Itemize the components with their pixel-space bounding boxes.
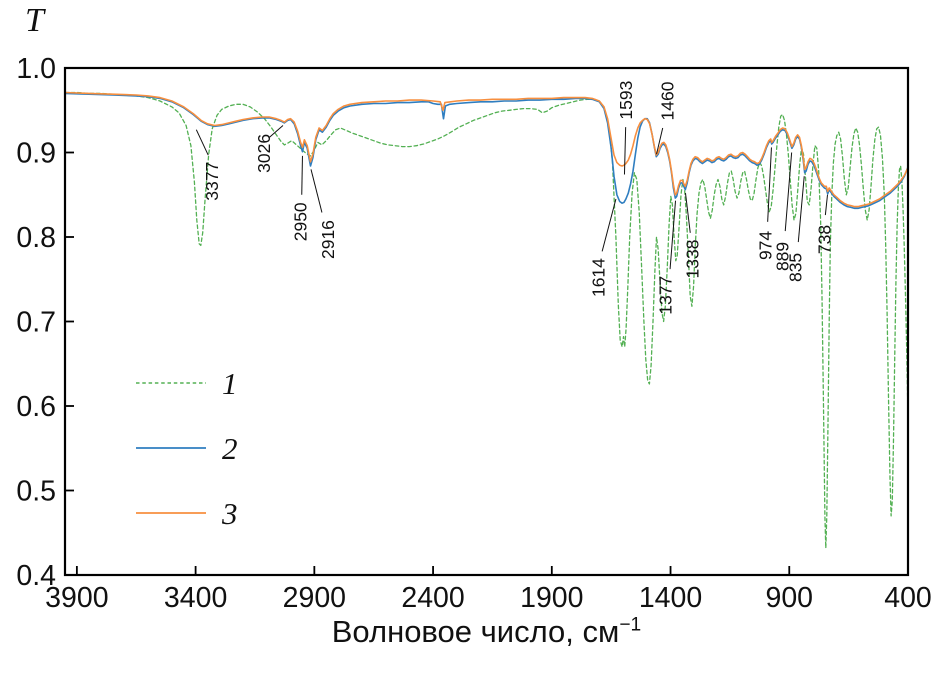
annotation-line-2950 <box>301 155 303 195</box>
annotation-label-1614: 1614 <box>589 258 609 297</box>
x-axis-label-text: Волновое число, см <box>331 614 620 649</box>
annotation-line-3377 <box>195 129 209 156</box>
annotation-label-1593: 1593 <box>616 81 636 120</box>
annotation-line-889 <box>784 152 793 232</box>
annotation-label-2916: 2916 <box>318 220 338 259</box>
x-tick-label: 1400 <box>639 582 702 614</box>
legend-label-3: 3 <box>221 496 238 531</box>
x-tick-label: 3400 <box>164 582 227 614</box>
x-axis-label-superscript: −1 <box>619 614 642 636</box>
legend-label-1: 1 <box>222 366 238 401</box>
y-axis-title: T <box>25 2 44 39</box>
annotation-line-1377 <box>669 200 677 270</box>
annotation-line-1460 <box>656 127 664 155</box>
annotation-label-738: 738 <box>815 225 835 254</box>
x-tick-label: 900 <box>765 582 813 614</box>
y-tick-label: 0.6 <box>16 391 56 423</box>
annotation-label-3026: 3026 <box>254 134 274 173</box>
x-axis-label: Волновое число, см−1 <box>65 614 908 650</box>
annotation-label-1377: 1377 <box>656 276 676 315</box>
annotation-line-974 <box>767 147 772 222</box>
y-tick-label: 0.9 <box>16 138 56 170</box>
annotation-label-3377: 3377 <box>202 162 222 201</box>
annotation-line-738 <box>824 194 828 216</box>
annotation-label-889: 889 <box>772 242 792 271</box>
x-tick-label: 3900 <box>45 582 108 614</box>
annotation-label-2950: 2950 <box>291 202 311 241</box>
annotation-line-1593 <box>623 127 627 175</box>
annotation-line-2916 <box>310 169 323 213</box>
annotation-line-835 <box>797 176 805 243</box>
annotation-label-974: 974 <box>755 231 775 260</box>
x-tick-label: 1900 <box>520 582 583 614</box>
y-tick-label: 0.4 <box>16 560 56 592</box>
annotation-line-3026 <box>268 125 284 139</box>
spectrum-curve-3 <box>64 91 909 208</box>
y-tick-label: 0.5 <box>16 476 56 508</box>
annotation-label-1460: 1460 <box>658 81 678 120</box>
annotation-line-1338 <box>684 193 691 233</box>
legend-label-2: 2 <box>222 431 238 466</box>
y-tick-label: 1.0 <box>16 53 56 85</box>
y-tick-label: 0.8 <box>16 222 56 254</box>
x-tick-label: 2400 <box>401 582 464 614</box>
x-tick-label: 2900 <box>283 582 346 614</box>
annotation-line-1614 <box>601 198 617 252</box>
annotation-label-1338: 1338 <box>683 240 703 279</box>
plot-frame <box>63 66 910 577</box>
spectrum-curve-1 <box>64 91 909 549</box>
annotation-label-835: 835 <box>786 253 806 282</box>
y-tick-label: 0.7 <box>16 307 56 339</box>
x-tick-label: 400 <box>884 582 932 614</box>
